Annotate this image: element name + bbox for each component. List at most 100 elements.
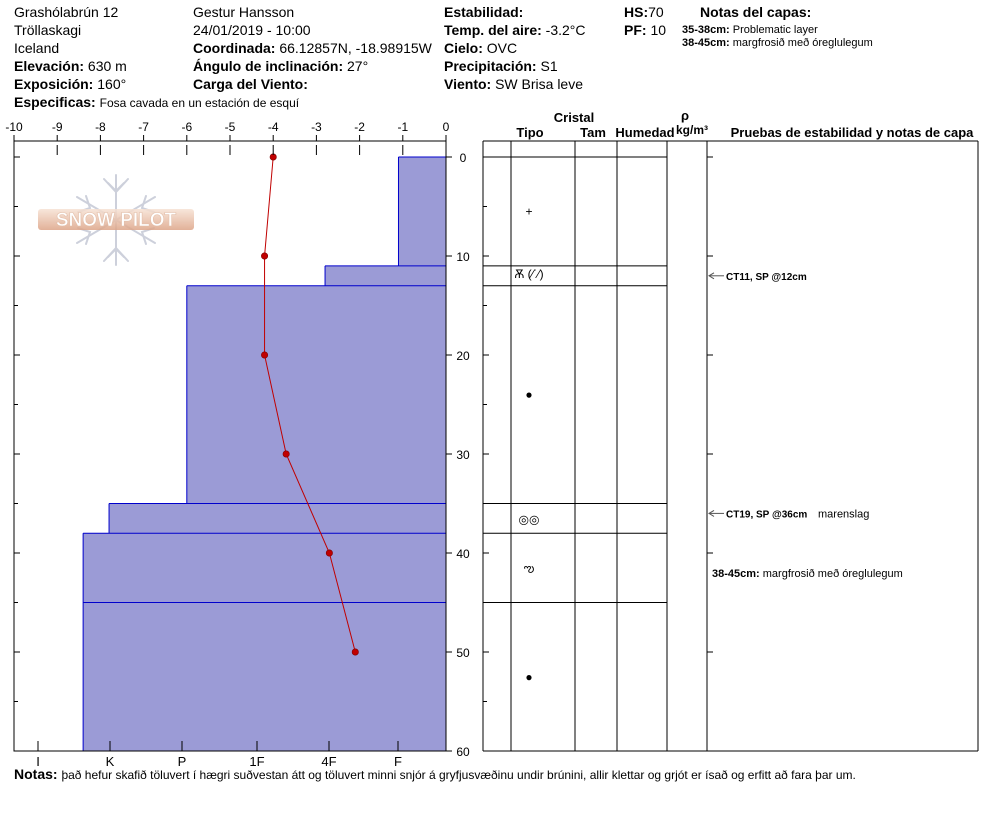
slope-value: 27°: [347, 58, 369, 74]
tipo-header: Tipo: [516, 125, 543, 140]
temperature-point: [351, 648, 359, 656]
coord-value: 66.12857N, -18.98915W: [279, 40, 432, 56]
precip-row: Precipitación: S1: [444, 58, 558, 74]
depth-axis-label: 20: [456, 349, 470, 363]
elevation-value: 630 m: [87, 58, 127, 74]
air-temp-label: Temp. del aire:: [444, 22, 542, 38]
grain-symbol: ఌ: [524, 561, 535, 575]
table-layer-note-text: margfrosið með óreglulegum: [763, 568, 903, 580]
top-axis-label: 0: [443, 120, 450, 134]
depth-axis-label: 50: [456, 646, 470, 660]
top-axis-label: -7: [138, 120, 149, 134]
footer-notes: Notas: það hefur skafið töluvert í hægri…: [14, 766, 856, 782]
rho-header: ρ: [681, 108, 689, 123]
layer-note-1: 35-38cm: Problematic layer: [682, 24, 818, 37]
pf-label: PF:: [624, 22, 647, 38]
tests-header: Pruebas de estabilidad y notas de capa: [731, 125, 975, 140]
grain-symbol: Ѫ (⁄˙⁄): [514, 267, 543, 281]
hs-label: HS:: [624, 4, 649, 20]
aspect-row: Exposición: 160°: [14, 76, 126, 92]
arrow-icon: [708, 272, 715, 280]
hardness-axis-label: K: [106, 754, 115, 769]
top-axis-label: -4: [268, 120, 279, 134]
hardness-layer: [83, 533, 447, 603]
wind-row: Viento: SW Brisa leve: [444, 76, 583, 92]
table-layer-note: 38-45cm: margfrosið með óreglulegum: [712, 568, 903, 580]
pf-value: 10: [650, 22, 667, 38]
layer-note-1-text: Problematic layer: [732, 24, 818, 36]
depth-axis-label: 60: [456, 745, 470, 759]
hardness-layer: [325, 265, 446, 286]
wind-label: Viento:: [444, 76, 492, 92]
stability-label: Estabilidad:: [444, 4, 524, 20]
air-temp-row: Temp. del aire: -3.2°C: [444, 22, 586, 38]
layer-note-2-text: margfrosið með óreglulegum: [732, 37, 873, 49]
precip-label: Precipitación:: [444, 58, 537, 74]
hardness-layer: [186, 285, 447, 504]
layer-table: + Ѫ (⁄˙⁄) ● ◎◎ ఌ ● CT11, SP @12cm CT19, SP @36c…: [482, 140, 979, 752]
test-result: CT19, SP @36cm: [726, 509, 807, 520]
arrow-icon: [708, 509, 715, 517]
cristal-header: Cristal: [554, 110, 594, 125]
tam-header: Tam: [580, 125, 606, 140]
hardness-axis-label: P: [178, 754, 187, 769]
test-result: CT11, SP @12cm: [726, 272, 807, 283]
specifics-label: Especificas:: [14, 94, 96, 110]
hardness-axis-label: 4F: [321, 754, 336, 769]
temperature-point: [282, 450, 290, 458]
temperature-point: [261, 252, 269, 260]
layer-note-2: 38-45cm: margfrosið með óreglulegum: [682, 37, 873, 50]
hs-value: 70: [648, 4, 664, 20]
sky-row: Cielo: OVC: [444, 40, 517, 56]
depth-axis-label: 10: [456, 250, 470, 264]
top-axis-label: -6: [181, 120, 192, 134]
aspect-value: 160°: [97, 76, 127, 92]
grain-symbol: ●: [525, 388, 532, 402]
wind-load-label: Carga del Viento:: [193, 76, 308, 92]
hardness-axis-label: I: [36, 754, 40, 769]
location-name: Grashólabrún 12: [14, 4, 119, 20]
specifics-value: Fosa cavada en un estación de esquí: [99, 96, 300, 110]
hs-row: HS:70: [624, 4, 664, 20]
logo-text: SNOW PILOT: [56, 210, 177, 231]
elevation-label: Elevación:: [14, 58, 85, 74]
temperature-line: [264, 156, 356, 653]
humedad-header: Humedad: [615, 125, 674, 140]
wind-value: SW Brisa leve: [495, 76, 584, 92]
hardness-layer: [398, 157, 446, 266]
slope-row: Ángulo de inclinación: 27°: [193, 58, 368, 74]
snow-pilot-logo: SNOW PILOT: [38, 174, 194, 266]
sky-label: Cielo:: [444, 40, 483, 56]
region-name: Tröllaskagi: [14, 22, 82, 38]
aspect-label: Exposición:: [14, 76, 94, 92]
coord-row: Coordinada: 66.12857N, -18.98915W: [193, 40, 432, 56]
grain-symbol: +: [525, 204, 532, 218]
pf-row: PF: 10: [624, 22, 666, 38]
layer-note-2-range: 38-45cm:: [682, 37, 730, 49]
density-unit-header: kg/m³: [676, 123, 708, 137]
hardness-axis-label: F: [394, 754, 402, 769]
hardness-profile: [82, 156, 447, 751]
depth-axis-label: 40: [456, 547, 470, 561]
top-axis-label: -9: [52, 120, 63, 134]
air-temp-value: -3.2°C: [545, 22, 586, 38]
notes-label: Notas:: [14, 766, 58, 782]
temperature-point: [261, 351, 269, 359]
grain-symbol: ◎◎: [519, 512, 540, 526]
top-axis-label: -2: [354, 120, 365, 134]
country-name: Iceland: [14, 40, 60, 56]
test-note: marenslag: [818, 508, 869, 520]
temperature-point: [325, 549, 333, 557]
layer-notes-title: Notas del capas:: [700, 4, 812, 20]
sky-value: OVC: [486, 40, 518, 56]
hardness-layer: [109, 503, 446, 534]
precip-value: S1: [540, 58, 558, 74]
observer-name: Gestur Hansson: [193, 4, 295, 20]
layer-note-1-range: 35-38cm:: [682, 24, 730, 36]
top-axis-label: -8: [95, 120, 106, 134]
hardness-layer: [83, 602, 447, 751]
depth-axis-label: 30: [456, 448, 470, 462]
slope-label: Ángulo de inclinación:: [193, 58, 344, 74]
